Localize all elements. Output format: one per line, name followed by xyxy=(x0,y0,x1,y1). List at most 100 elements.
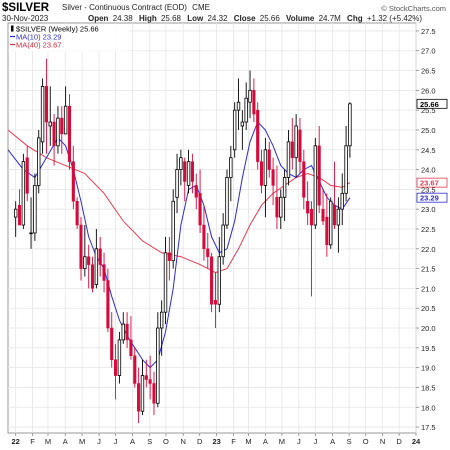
candle-body xyxy=(325,216,329,246)
x-tick-label: F xyxy=(231,437,236,446)
x-tick-label: O xyxy=(163,437,169,446)
candle-body xyxy=(110,327,114,360)
candle xyxy=(25,145,29,202)
candle xyxy=(167,236,171,281)
candle-body xyxy=(248,89,252,103)
candle xyxy=(179,149,183,186)
candle-body xyxy=(52,121,56,147)
price-tag-label: 23.67 xyxy=(420,179,439,188)
price-tag: 23.29 xyxy=(416,192,448,203)
candle xyxy=(340,173,344,226)
candle-body xyxy=(33,185,37,234)
plot-frame xyxy=(7,22,417,434)
y-tick-label: 22.5 xyxy=(421,225,436,234)
candle xyxy=(21,153,26,229)
y-tick-label: 27.5 xyxy=(421,27,436,36)
candle-body xyxy=(271,169,275,186)
x-tick-label: M xyxy=(45,437,51,446)
candle-body xyxy=(183,161,187,182)
y-tick-label: 24.0 xyxy=(421,166,436,175)
candle-body xyxy=(194,185,198,198)
high-value: 25.68 xyxy=(161,14,182,23)
legend-candle-icon xyxy=(11,25,14,32)
candle-body xyxy=(163,252,168,313)
ma40-line xyxy=(7,129,351,274)
price-tag-label: 25.66 xyxy=(420,100,439,109)
close-label: Close xyxy=(234,14,256,23)
x-tick-label: D xyxy=(197,437,203,446)
candle xyxy=(329,197,333,249)
y-tick-label: 20.5 xyxy=(421,304,436,313)
candle-body xyxy=(210,256,214,305)
candle xyxy=(83,225,87,277)
candle-body xyxy=(179,157,183,170)
candle xyxy=(140,359,145,416)
x-tick-label: N xyxy=(180,437,185,446)
candle xyxy=(267,141,271,178)
candle-body xyxy=(217,256,221,305)
candle-body xyxy=(175,169,179,198)
candle-body xyxy=(232,109,237,151)
legend-item-ma10: MA(10) 23.29 xyxy=(10,33,61,42)
x-axis: 22 F M A M J J A S O N D 23 F M A M J J A S O N D 24 xyxy=(12,433,421,446)
close-value: 25.66 xyxy=(260,14,281,23)
candle-body xyxy=(260,161,264,186)
candle xyxy=(121,312,125,344)
price-tag: 25.66 xyxy=(416,98,448,109)
candle xyxy=(56,106,60,154)
candle xyxy=(344,125,348,202)
price-tag-box xyxy=(416,177,448,188)
candle-body xyxy=(275,197,279,218)
candle-body xyxy=(240,121,245,127)
candle xyxy=(256,102,260,170)
candle xyxy=(263,137,268,218)
candle xyxy=(190,153,194,194)
ma40-line-group xyxy=(7,129,351,274)
candle-body xyxy=(37,137,41,186)
candle xyxy=(29,197,33,249)
candle xyxy=(294,114,298,178)
candle-body xyxy=(309,208,314,226)
y-tick-label: 24.5 xyxy=(421,146,436,155)
candle xyxy=(159,300,164,356)
candle xyxy=(202,205,206,261)
candle xyxy=(236,78,241,130)
candle-body xyxy=(133,355,137,384)
watermark: © StockCharts.com xyxy=(381,4,446,13)
y-tick-label: 21.5 xyxy=(421,265,436,274)
x-tick-label: A xyxy=(130,437,135,446)
candle-body xyxy=(329,200,333,246)
legend-price-text: $SILVER (Weekly) 25.66 xyxy=(16,25,99,34)
y-tick-label: 27.0 xyxy=(421,47,436,56)
high-label: High xyxy=(139,14,157,23)
candle-body xyxy=(117,339,122,376)
candle xyxy=(17,189,22,226)
y-tick-label: 25.5 xyxy=(421,106,436,115)
candle xyxy=(194,173,198,210)
x-tick-label: A xyxy=(263,437,268,446)
y-tick-label: 23.5 xyxy=(421,185,436,194)
candle xyxy=(348,102,352,158)
x-tick-label: N xyxy=(380,437,385,446)
ohlc-line: Open 24.38 High 25.68 Low 24.32 Close 25… xyxy=(88,14,422,23)
candle-body xyxy=(256,109,260,162)
candle xyxy=(198,169,202,233)
candle xyxy=(79,217,83,281)
candle xyxy=(44,58,48,154)
candle xyxy=(290,118,294,170)
candle xyxy=(317,125,321,214)
x-tick-label: M xyxy=(279,437,285,446)
candle-body xyxy=(286,141,291,178)
x-tick-label: O xyxy=(363,437,369,446)
chg-value: +1.32 (+5.42%) xyxy=(367,14,422,23)
candle xyxy=(309,201,314,297)
candle xyxy=(110,312,114,368)
candle xyxy=(336,197,341,253)
candle xyxy=(229,145,233,202)
candle xyxy=(248,70,252,119)
candle xyxy=(232,102,237,158)
price-tag-box xyxy=(416,192,448,203)
candle-body xyxy=(306,201,310,214)
candle xyxy=(52,114,56,166)
